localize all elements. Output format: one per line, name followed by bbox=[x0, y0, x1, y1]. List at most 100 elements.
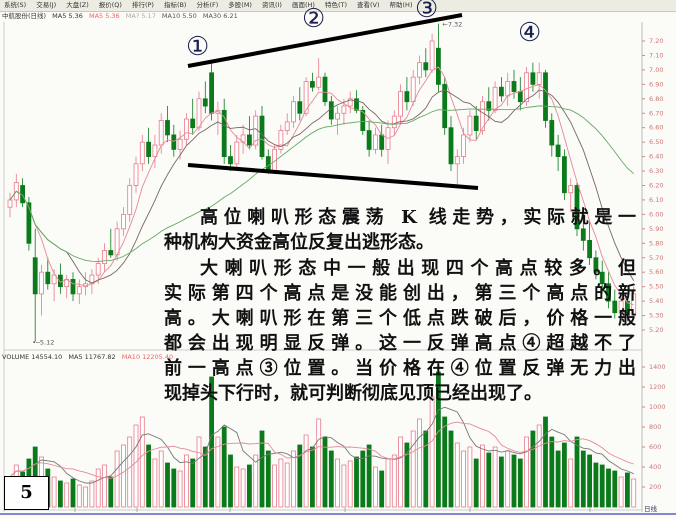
menu-item-8[interactable]: 资讯(I) bbox=[261, 1, 282, 9]
volume-bar bbox=[190, 458, 196, 508]
menu-item-1[interactable]: 交易(J) bbox=[36, 1, 57, 9]
price-tick-label: 6.50 bbox=[649, 138, 663, 146]
volume-bar bbox=[70, 478, 76, 508]
volume-bar bbox=[108, 476, 114, 508]
volume-bar bbox=[631, 478, 637, 508]
volume-bar bbox=[215, 436, 221, 508]
volume-bar bbox=[486, 452, 492, 508]
volume-tick-label: 1200 bbox=[649, 383, 666, 391]
volume-bar bbox=[461, 450, 467, 508]
candle-body bbox=[26, 202, 32, 244]
volume-bar bbox=[64, 482, 70, 508]
candle-body bbox=[536, 72, 542, 85]
volume-bar bbox=[121, 444, 126, 508]
volume-bar bbox=[517, 458, 523, 508]
text-line-7: 前一高点③位置。当价格在④位置反弹无力出 bbox=[164, 358, 636, 379]
candle-body bbox=[587, 240, 592, 259]
candle-body bbox=[209, 72, 215, 114]
menu-item-3[interactable]: 报价(Q) bbox=[98, 1, 122, 9]
menu-item-11[interactable]: 查看(V) bbox=[356, 1, 380, 9]
price-tick-label: 7.00 bbox=[649, 66, 663, 74]
volume-bar bbox=[171, 468, 177, 508]
candle-body bbox=[102, 250, 107, 264]
volume-bar bbox=[473, 458, 479, 508]
volume-bar bbox=[618, 476, 624, 508]
candle-body bbox=[505, 81, 511, 97]
candle-body bbox=[555, 144, 561, 157]
ma5-line bbox=[9, 66, 634, 306]
price-tick-label: 6.10 bbox=[649, 196, 663, 204]
peak-1-label: ① bbox=[186, 32, 210, 62]
lower-trendline bbox=[187, 163, 479, 190]
candle-body bbox=[139, 141, 145, 165]
candle-body bbox=[51, 274, 57, 285]
volume-bar bbox=[347, 460, 353, 508]
volume-bar bbox=[530, 430, 536, 508]
volume-bar bbox=[593, 462, 599, 508]
volume-bar bbox=[454, 442, 460, 508]
candle-body bbox=[284, 121, 290, 131]
volume-bar bbox=[492, 446, 498, 508]
menu-item-12[interactable]: 帮助(H) bbox=[389, 1, 413, 9]
candle-body bbox=[152, 144, 158, 157]
candle-body bbox=[467, 115, 473, 136]
volume-bar bbox=[498, 456, 504, 508]
volume-tick-label: 1400 bbox=[649, 363, 666, 371]
candle-body bbox=[7, 199, 13, 208]
menu-item-2[interactable]: 大盘(Z) bbox=[66, 1, 89, 9]
volume-bar bbox=[102, 464, 107, 508]
candle-body bbox=[133, 163, 139, 186]
volume-bar bbox=[240, 468, 246, 508]
candle-body bbox=[524, 72, 529, 103]
candle-body bbox=[580, 228, 586, 241]
candle-body bbox=[429, 40, 435, 71]
candle-body bbox=[473, 115, 479, 131]
high-price-label: ←7.32 bbox=[442, 21, 462, 29]
volume-bar bbox=[303, 434, 309, 508]
candle-body bbox=[228, 156, 233, 165]
volume-bar bbox=[587, 454, 592, 508]
volume-bar bbox=[259, 430, 265, 508]
candle-body bbox=[39, 271, 44, 295]
menu-item-0[interactable]: 系统(S) bbox=[4, 1, 27, 9]
volume-tick-label: 1000 bbox=[649, 403, 666, 411]
volume-ma5-line bbox=[9, 406, 634, 484]
menu-item-4[interactable]: 排行(P) bbox=[131, 1, 154, 9]
timeframe-label: 日线 bbox=[644, 504, 658, 513]
menu-item-10[interactable]: 特色(T) bbox=[324, 1, 347, 9]
menu-item-5[interactable]: 指标(B) bbox=[163, 1, 187, 9]
candle-body bbox=[309, 81, 315, 88]
stock-title: 中航股份(日线) bbox=[2, 12, 47, 20]
candle-body bbox=[454, 156, 460, 165]
text-line-3: 大喇叭形态中一般出现四个高点较多。但 bbox=[200, 258, 636, 279]
candle-body bbox=[606, 283, 611, 302]
candle-body bbox=[234, 141, 240, 165]
candle-body bbox=[177, 138, 183, 150]
price-tick-label: 5.90 bbox=[649, 225, 663, 233]
candle-body bbox=[246, 134, 252, 146]
candle-body bbox=[76, 286, 82, 295]
volume-bar bbox=[51, 476, 57, 508]
candle-body bbox=[70, 279, 76, 295]
volume-bar bbox=[366, 444, 372, 508]
price-tick-label: 6.20 bbox=[649, 182, 663, 190]
candle-body bbox=[625, 300, 630, 316]
volume-bar bbox=[95, 468, 101, 508]
volume-bar bbox=[152, 458, 158, 508]
volume-bar bbox=[127, 436, 133, 508]
candle-body bbox=[202, 98, 208, 107]
price-tick-label: 5.80 bbox=[649, 239, 663, 247]
volume-bar bbox=[423, 430, 429, 508]
peak-2-label: ② bbox=[302, 4, 326, 34]
volume-bar bbox=[612, 470, 618, 508]
candle-body bbox=[354, 98, 359, 111]
price-tick-label: 7.20 bbox=[649, 37, 663, 45]
page-number: 5 bbox=[4, 476, 49, 510]
menu-item-7[interactable]: 多股(M) bbox=[228, 1, 252, 9]
candle-body bbox=[265, 156, 271, 172]
menu-item-9[interactable]: 画面(H) bbox=[291, 1, 315, 9]
menu-item-6[interactable]: 分析(F) bbox=[196, 1, 219, 9]
volume-bar bbox=[417, 418, 422, 508]
volume-tick-label: 400 bbox=[649, 463, 661, 471]
